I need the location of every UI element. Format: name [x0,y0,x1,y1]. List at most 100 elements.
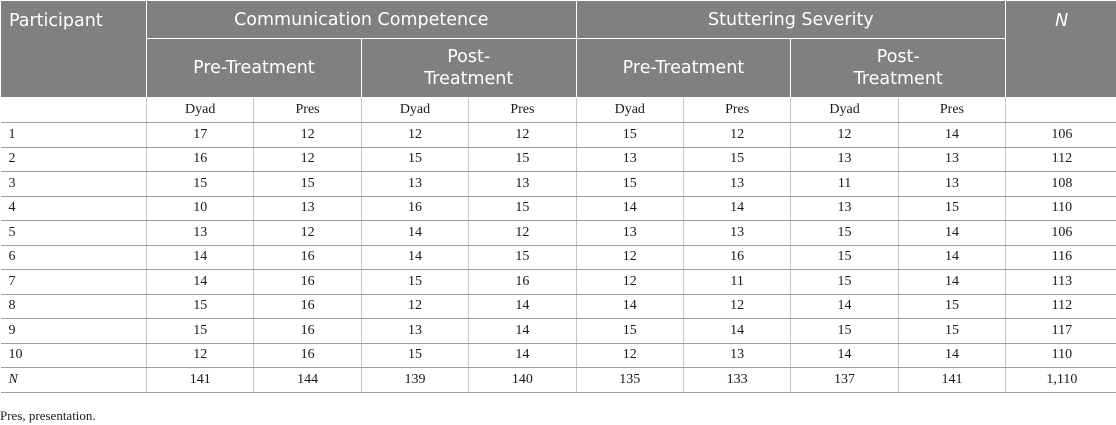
participant-cell: 1 [0,122,147,148]
participant-cell: 2 [0,147,147,172]
value-cell: 12 [361,122,470,148]
value-cell: 12 [790,122,899,148]
value-cell: 14 [361,245,470,270]
row-n-cell: 106 [1005,220,1116,246]
value-cell: 12 [683,122,792,148]
total-value-cell: 133 [683,367,792,393]
value-cell: 16 [253,245,362,270]
subheader-cell: Pres [683,97,792,123]
post-line-1: Post- [447,47,491,67]
subheader-blank [0,97,147,123]
total-value-cell: 137 [790,367,899,393]
value-cell: 13 [898,171,1007,197]
footnote: Pres, presentation. [0,408,96,423]
value-cell: 15 [361,343,470,368]
value-cell: 14 [683,196,792,221]
table-row: 4 10 13 16 15 14 14 13 15 110 [0,196,1116,221]
value-cell: 15 [898,196,1007,221]
participant-cell: 5 [0,220,147,246]
value-cell: 15 [361,269,470,295]
participant-cell: 6 [0,245,147,270]
participant-cell: 9 [0,318,147,344]
value-cell: 13 [576,220,684,246]
value-cell: 13 [468,171,577,197]
value-cell: 14 [898,245,1007,270]
row-n-cell: 112 [1005,147,1116,172]
value-cell: 13 [790,196,899,221]
post-line-2: Treatment [853,69,943,89]
value-cell: 15 [790,220,899,246]
table-row: 1 17 12 12 12 15 12 12 14 106 [0,122,1116,148]
header-cc-post-treatment: Post- Treatment [360,38,577,98]
subheader-cell: Dyad [361,97,470,123]
participant-cell: 7 [0,269,147,295]
subheader-cell: Pres [898,97,1007,123]
value-cell: 12 [253,122,362,148]
table-row: 10 12 16 15 14 12 13 14 14 110 [0,343,1116,368]
table-row: 9 15 16 13 14 15 14 15 15 117 [0,318,1116,344]
row-n-cell: 117 [1005,318,1116,344]
value-cell: 12 [253,147,362,172]
value-cell: 16 [253,269,362,295]
value-cell: 15 [146,318,255,344]
value-cell: 14 [898,220,1007,246]
value-cell: 14 [576,196,684,221]
value-cell: 14 [361,220,470,246]
value-cell: 16 [683,245,792,270]
total-n-cell: 1,110 [1005,367,1116,393]
total-label-cell: N [0,367,147,393]
value-cell: 12 [576,245,684,270]
value-cell: 15 [790,318,899,344]
value-cell: 12 [683,294,792,319]
value-cell: 14 [898,122,1007,148]
value-cell: 15 [361,147,470,172]
row-n-cell: 110 [1005,196,1116,221]
value-cell: 16 [253,294,362,319]
value-cell: 16 [361,196,470,221]
subheader-cell: Pres [253,97,362,123]
row-n-cell: 110 [1005,343,1116,368]
value-cell: 14 [790,343,899,368]
value-cell: 16 [253,343,362,368]
value-cell: 15 [576,122,684,148]
total-value-cell: 139 [361,367,470,393]
header-communication-competence: Communication Competence [146,0,577,39]
value-cell: 14 [790,294,899,319]
value-cell: 15 [146,294,255,319]
value-cell: 15 [468,245,577,270]
value-cell: 16 [253,318,362,344]
participant-cell: 10 [0,343,147,368]
participant-cell: 3 [0,171,147,197]
value-cell: 14 [468,343,577,368]
value-cell: 13 [361,171,470,197]
table-body: Dyad Pres Dyad Pres Dyad Pres Dyad Pres … [0,97,1116,393]
value-cell: 14 [898,269,1007,295]
subheader-blank [1005,97,1116,123]
value-cell: 14 [146,245,255,270]
value-cell: 13 [361,318,470,344]
table-row: 6 14 16 14 15 12 16 15 14 116 [0,245,1116,270]
value-cell: 15 [468,196,577,221]
table-header: Participant Communication Competence Stu… [0,0,1116,98]
value-cell: 12 [253,220,362,246]
data-table: Participant Communication Competence Stu… [0,0,1116,393]
subheader-cell: Dyad [790,97,899,123]
value-cell: 14 [468,318,577,344]
subheader-cell: Dyad [146,97,255,123]
total-value-cell: 140 [468,367,577,393]
total-value-cell: 141 [146,367,255,393]
value-cell: 15 [898,294,1007,319]
value-cell: 13 [683,220,792,246]
value-cell: 15 [790,269,899,295]
value-cell: 16 [468,269,577,295]
table-row: 8 15 16 12 14 14 12 14 15 112 [0,294,1116,319]
value-cell: 16 [146,147,255,172]
value-cell: 13 [683,343,792,368]
table-row: 3 15 15 13 13 15 13 11 13 108 [0,171,1116,197]
participant-cell: 4 [0,196,147,221]
value-cell: 15 [898,318,1007,344]
value-cell: 12 [468,122,577,148]
value-cell: 14 [468,294,577,319]
value-cell: 13 [790,147,899,172]
value-cell: 15 [576,318,684,344]
